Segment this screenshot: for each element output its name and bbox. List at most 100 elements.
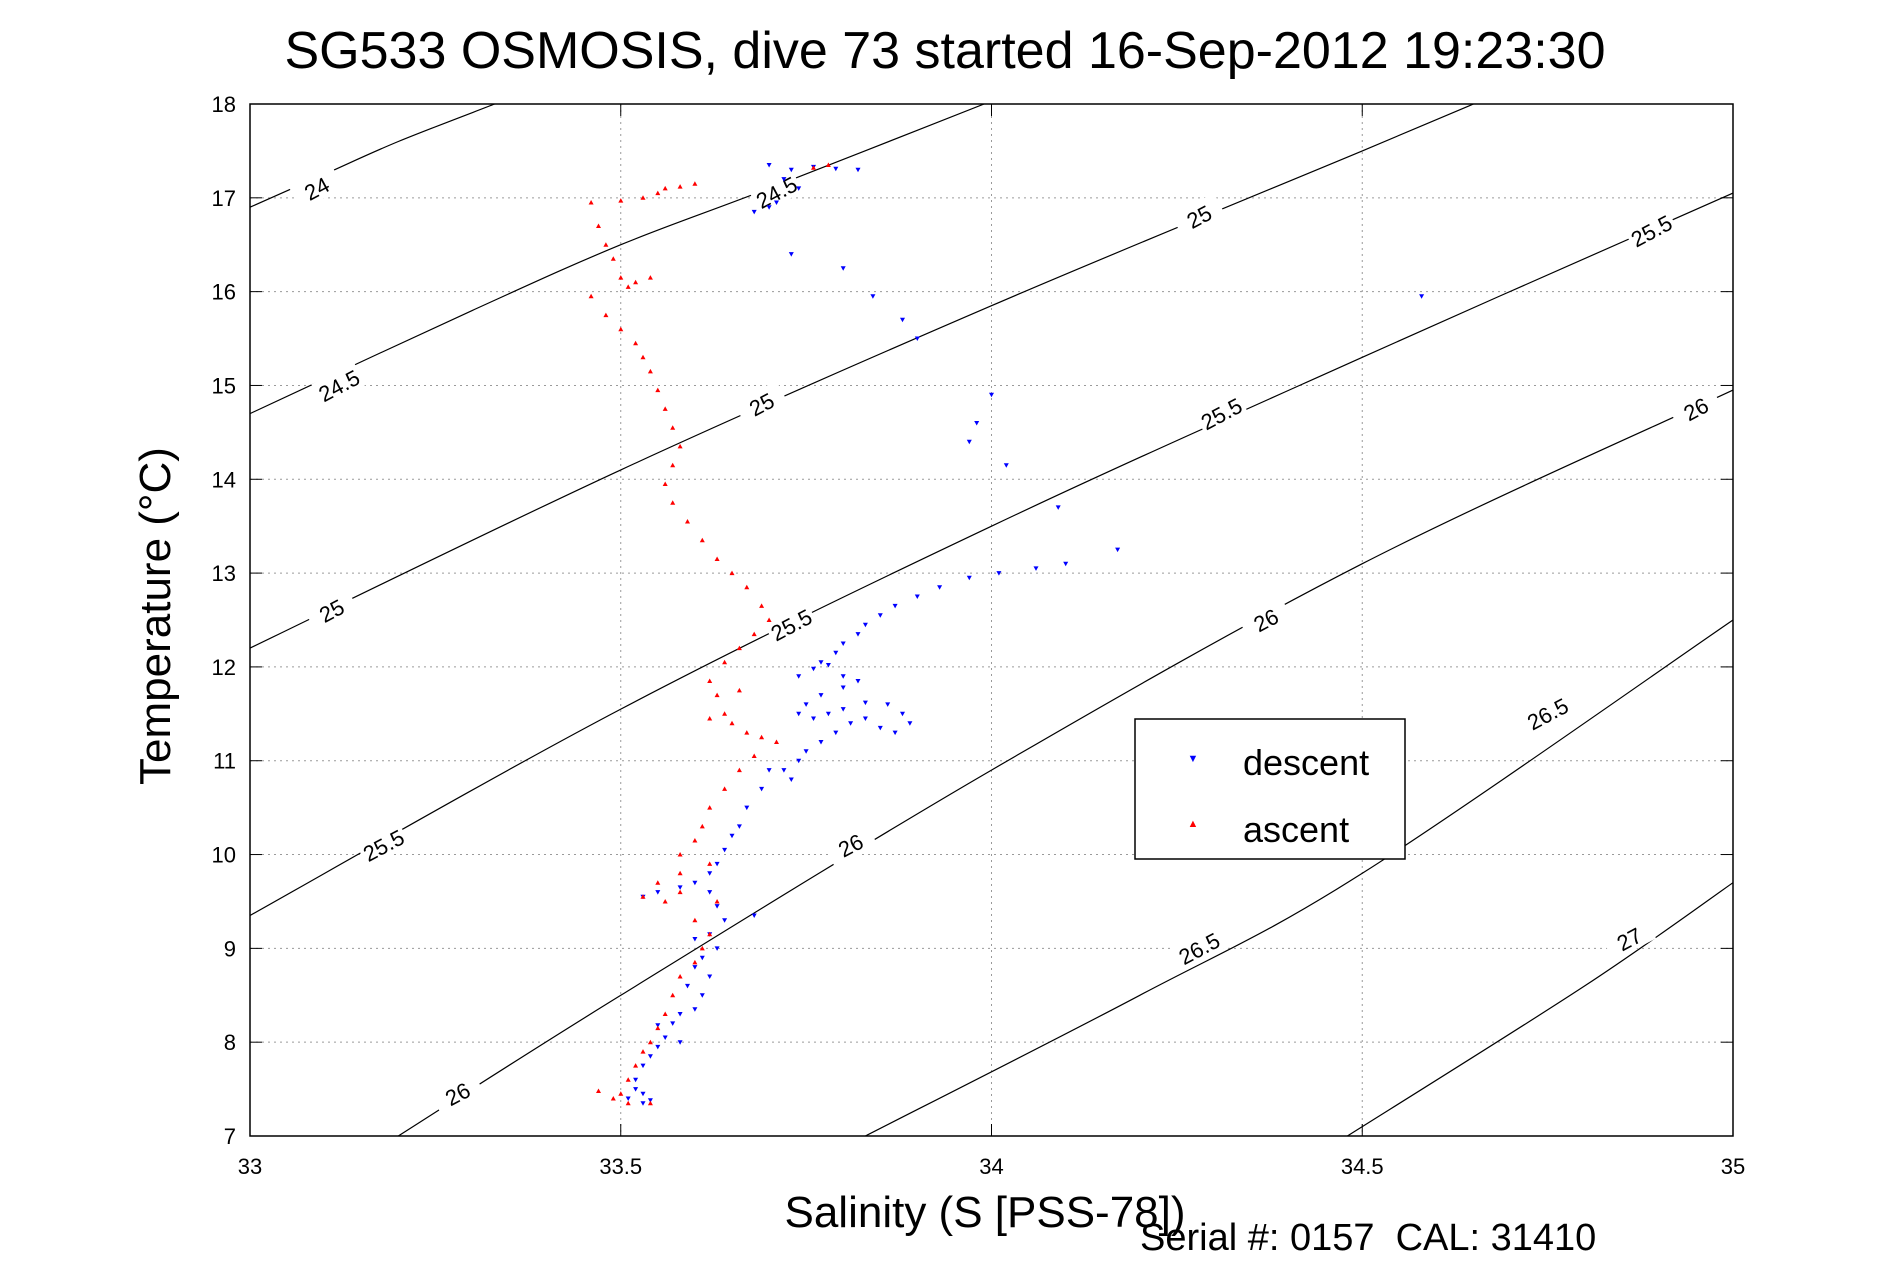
contour-label-bg bbox=[1668, 385, 1723, 431]
descent-point bbox=[640, 1063, 646, 1069]
descent-point bbox=[759, 786, 765, 792]
y-tick-label: 18 bbox=[212, 92, 236, 117]
ascent-point bbox=[677, 889, 683, 895]
descent-point bbox=[855, 679, 861, 684]
descent-point bbox=[1063, 561, 1069, 567]
descent-point bbox=[788, 167, 794, 173]
contour-line-26-5 bbox=[865, 619, 1733, 1136]
contour-line-24 bbox=[250, 104, 495, 208]
legend-box bbox=[1134, 718, 1406, 860]
y-tick-label: 15 bbox=[212, 373, 236, 398]
ascent-point bbox=[729, 570, 735, 576]
ascent-point bbox=[722, 786, 728, 791]
ascent-point bbox=[662, 406, 668, 411]
ascent-point bbox=[685, 519, 690, 524]
descent-point bbox=[677, 885, 683, 890]
ascent-point bbox=[722, 711, 728, 716]
ascent-point bbox=[655, 387, 661, 393]
descent-point bbox=[685, 983, 690, 989]
descent-point bbox=[892, 603, 898, 609]
ascent-point bbox=[670, 462, 676, 468]
descent-point bbox=[1115, 547, 1121, 553]
x-tick-label: 34 bbox=[979, 1154, 1003, 1179]
ascent-point bbox=[662, 185, 668, 191]
ascent-point bbox=[707, 805, 713, 810]
descent-point bbox=[900, 317, 905, 323]
y-tick-label: 17 bbox=[212, 186, 236, 211]
ascent-point bbox=[655, 190, 661, 196]
descent-point bbox=[625, 1096, 631, 1101]
contour-label-group: 27 bbox=[1601, 915, 1657, 961]
descent-point bbox=[692, 880, 698, 886]
ascent-point bbox=[655, 1025, 661, 1031]
descent-point bbox=[670, 1021, 676, 1026]
contour-label-bg bbox=[733, 380, 789, 427]
ascent-point bbox=[662, 1011, 668, 1016]
descent-point bbox=[766, 163, 772, 168]
descent-point bbox=[974, 421, 980, 426]
descent-point bbox=[655, 1023, 661, 1028]
descent-point bbox=[729, 833, 735, 839]
ascent-point bbox=[647, 368, 653, 374]
descent-point bbox=[707, 974, 713, 979]
ascent-point bbox=[647, 1039, 653, 1045]
y-tick-label: 13 bbox=[212, 561, 236, 586]
x-tick-label: 33.5 bbox=[599, 1154, 642, 1179]
contour-label-bg bbox=[288, 164, 344, 211]
ascent-point bbox=[603, 312, 609, 318]
descent-point bbox=[796, 186, 802, 191]
contour-label-bg bbox=[822, 821, 878, 868]
ascent-point bbox=[655, 880, 661, 885]
descent-point bbox=[840, 641, 846, 646]
ascent-point bbox=[751, 753, 757, 758]
ascent-point bbox=[714, 899, 720, 904]
ascent-point bbox=[640, 894, 646, 899]
descent-point bbox=[811, 666, 816, 672]
descent-point bbox=[818, 740, 824, 745]
descent-point bbox=[736, 824, 742, 829]
ascent-point bbox=[662, 899, 668, 904]
descent-point bbox=[862, 700, 868, 706]
ascent-point bbox=[736, 645, 742, 651]
ascent-point bbox=[692, 838, 698, 843]
ascent-point bbox=[774, 739, 779, 744]
ascent-point bbox=[596, 1088, 601, 1093]
ascent-point bbox=[766, 617, 772, 622]
y-tick-label: 10 bbox=[212, 843, 236, 868]
descent-point bbox=[900, 711, 905, 717]
descent-point bbox=[647, 1098, 653, 1103]
axes: 33 33.5 34 34.5 35 7 8 9 10 11 12 13 14 15 16 17 18 bbox=[212, 92, 1746, 1179]
y-tick-label: 16 bbox=[212, 280, 236, 305]
descent-point bbox=[699, 993, 705, 998]
contour-line-24-5 bbox=[250, 104, 985, 415]
descent-point bbox=[855, 167, 861, 173]
ascent-point bbox=[736, 687, 742, 693]
y-tick-label: 11 bbox=[213, 749, 236, 774]
chart-title: SG533 OSMOSIS, dive 73 started 16-Sep-20… bbox=[284, 22, 1605, 80]
ascent-point bbox=[677, 852, 683, 857]
contour-label-bg bbox=[748, 168, 804, 215]
ascent-point bbox=[610, 256, 616, 261]
ascent-point bbox=[670, 500, 676, 505]
descent-point bbox=[796, 758, 802, 764]
data-points bbox=[588, 162, 1425, 1106]
ascent-point bbox=[699, 823, 705, 829]
ascent-point bbox=[588, 293, 594, 299]
y-axis-label: Temperature (°C) bbox=[131, 447, 180, 785]
x-tick-label: 34.5 bbox=[1341, 1154, 1384, 1179]
descent-point bbox=[840, 707, 846, 712]
descent-point bbox=[892, 730, 898, 736]
descent-point bbox=[692, 1007, 698, 1012]
grid-lines bbox=[250, 104, 1733, 1136]
ascent-point bbox=[729, 720, 735, 726]
contour-label-bg bbox=[1601, 915, 1657, 961]
ascent-point bbox=[722, 659, 728, 665]
contour-label-bg bbox=[303, 586, 359, 633]
contour-label-bg bbox=[1171, 924, 1226, 971]
ascent-point bbox=[825, 162, 831, 167]
descent-point bbox=[833, 730, 839, 736]
descent-point bbox=[722, 918, 728, 923]
y-tick-label: 9 bbox=[224, 936, 236, 961]
